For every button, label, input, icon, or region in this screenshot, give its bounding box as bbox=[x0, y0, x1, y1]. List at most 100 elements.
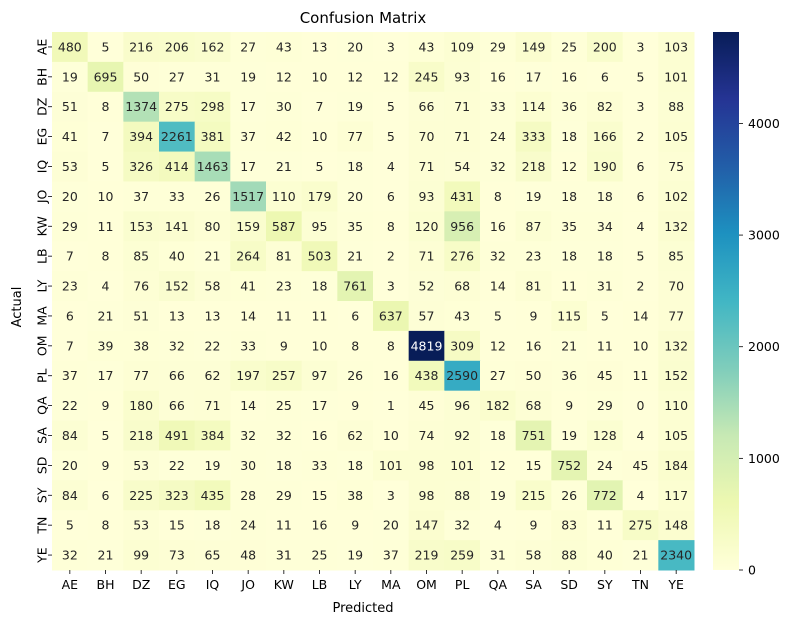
heatmap-cell bbox=[551, 271, 588, 302]
heatmap-cell bbox=[194, 301, 231, 332]
cell-value-label: 71 bbox=[454, 99, 470, 114]
cell-value-label: 18 bbox=[347, 159, 363, 174]
heatmap-cell bbox=[480, 91, 517, 123]
cell-value-label: 11 bbox=[312, 308, 328, 323]
heatmap-cell bbox=[408, 450, 445, 481]
heatmap-cell bbox=[444, 540, 481, 571]
heatmap-cell bbox=[301, 271, 338, 302]
cell-value-label: 587 bbox=[272, 219, 296, 234]
cell-value-label: 333 bbox=[522, 129, 546, 144]
cell-value-label: 29 bbox=[62, 219, 78, 234]
heatmap-cell bbox=[159, 301, 196, 332]
cell-value-label: 384 bbox=[201, 428, 225, 443]
heatmap-cell bbox=[52, 181, 89, 212]
cell-value-label: 4 bbox=[494, 518, 502, 533]
heatmap-cell bbox=[87, 390, 124, 422]
cell-value-label: 431 bbox=[450, 189, 474, 204]
heatmap-cell bbox=[515, 420, 552, 451]
heatmap-cell bbox=[408, 121, 445, 153]
cell-value-label: 9 bbox=[102, 398, 110, 413]
heatmap-cell bbox=[658, 301, 695, 332]
heatmap-cell bbox=[622, 271, 659, 302]
heatmap-cell bbox=[551, 121, 588, 153]
heatmap-cell bbox=[123, 360, 160, 392]
cell-value-label: 20 bbox=[383, 518, 399, 533]
cell-value-label: 37 bbox=[383, 548, 399, 563]
cell-value-label: 105 bbox=[664, 129, 688, 144]
cell-value-label: 71 bbox=[454, 129, 470, 144]
heatmap-cell bbox=[159, 151, 196, 182]
heatmap-cell bbox=[159, 420, 196, 451]
heatmap-cell bbox=[87, 420, 124, 451]
heatmap-cell bbox=[551, 540, 588, 571]
heatmap-cell bbox=[480, 121, 517, 153]
heatmap-cell bbox=[123, 540, 160, 571]
heatmap-cell bbox=[373, 181, 410, 212]
x-tick-label: QA bbox=[489, 577, 508, 592]
cell-value-label: 43 bbox=[419, 39, 435, 54]
heatmap-cell bbox=[123, 241, 160, 272]
cell-value-label: 25 bbox=[312, 548, 328, 563]
heatmap-cell bbox=[658, 510, 695, 541]
heatmap-cell bbox=[337, 121, 374, 153]
cell-value-label: 16 bbox=[490, 69, 506, 84]
cell-value-label: 36 bbox=[561, 368, 577, 383]
cell-value-label: 16 bbox=[312, 428, 328, 443]
x-tick-label: SY bbox=[597, 577, 613, 592]
heatmap-cell bbox=[551, 241, 588, 272]
cell-value-label: 15 bbox=[312, 488, 328, 503]
cell-value-label: 110 bbox=[272, 189, 296, 204]
heatmap-cell bbox=[159, 480, 196, 511]
cell-value-label: 9 bbox=[351, 398, 359, 413]
heatmap-cell bbox=[551, 91, 588, 123]
cell-value-label: 11 bbox=[98, 219, 114, 234]
heatmap-cell bbox=[587, 32, 624, 63]
cell-value-label: 43 bbox=[276, 39, 292, 54]
cell-value-label: 19 bbox=[347, 99, 363, 114]
cell-value-label: 197 bbox=[236, 368, 260, 383]
heatmap-cell bbox=[480, 450, 517, 481]
cell-value-label: 162 bbox=[201, 39, 225, 54]
heatmap-cell bbox=[266, 330, 303, 362]
heatmap-cell bbox=[123, 271, 160, 302]
x-tick-label: EG bbox=[168, 577, 186, 592]
heatmap-cell bbox=[622, 91, 659, 123]
heatmap-cell bbox=[194, 181, 231, 212]
heatmap-cell bbox=[52, 360, 89, 392]
cell-value-label: 26 bbox=[347, 368, 363, 383]
heatmap-cell bbox=[301, 121, 338, 153]
heatmap-cell bbox=[52, 540, 89, 571]
heatmap-cell bbox=[194, 61, 231, 93]
cell-value-label: 4 bbox=[102, 279, 110, 294]
cell-value-label: 43 bbox=[454, 308, 470, 323]
heatmap-cell bbox=[480, 241, 517, 272]
cell-value-label: 7 bbox=[66, 338, 74, 353]
heatmap-cell bbox=[515, 181, 552, 212]
cell-value-label: 65 bbox=[205, 548, 221, 563]
heatmap-cell bbox=[230, 151, 267, 182]
heatmap-cell bbox=[551, 480, 588, 511]
heatmap-cell bbox=[373, 301, 410, 332]
y-tick-label: TN bbox=[35, 517, 50, 535]
cell-value-label: 98 bbox=[419, 488, 435, 503]
heatmap-cell bbox=[622, 540, 659, 571]
heatmap-cell bbox=[444, 301, 481, 332]
cell-value-label: 16 bbox=[383, 368, 399, 383]
heatmap-cell bbox=[622, 330, 659, 362]
heatmap-cell bbox=[87, 121, 124, 153]
cell-value-label: 4 bbox=[387, 159, 395, 174]
y-tick-label: IQ bbox=[35, 160, 50, 174]
heatmap-cell bbox=[480, 181, 517, 212]
cell-value-label: 184 bbox=[664, 458, 688, 473]
cell-value-label: 19 bbox=[561, 428, 577, 443]
colorbar bbox=[713, 32, 739, 570]
heatmap-cell bbox=[52, 390, 89, 422]
heatmap-cell bbox=[87, 151, 124, 182]
heatmap-cell bbox=[266, 181, 303, 212]
cell-value-label: 109 bbox=[450, 39, 474, 54]
cell-value-label: 20 bbox=[347, 189, 363, 204]
heatmap-cell bbox=[266, 420, 303, 451]
heatmap-cell bbox=[337, 480, 374, 511]
heatmap-cell bbox=[587, 91, 624, 123]
cell-value-label: 21 bbox=[347, 249, 363, 264]
